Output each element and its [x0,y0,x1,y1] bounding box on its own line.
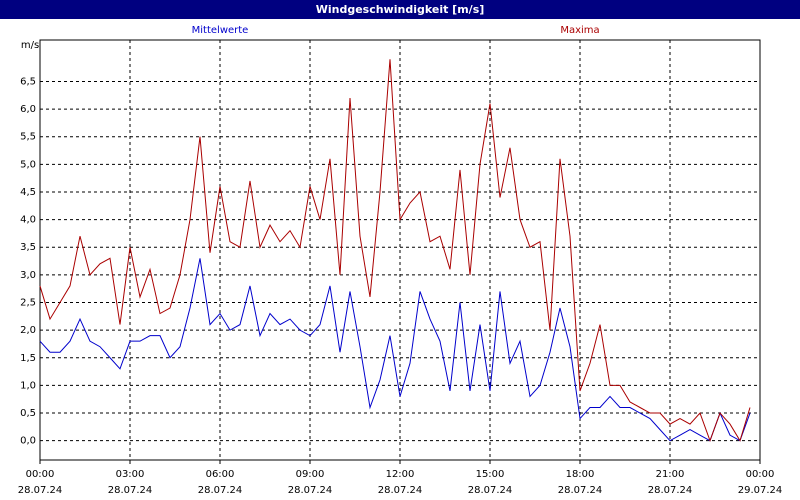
y-tick-label: 5,5 [20,132,36,143]
x-tick-date: 28.07.24 [198,485,243,496]
title-bar [0,0,800,19]
x-tick-date: 28.07.24 [648,485,693,496]
x-tick-label: 03:00 [116,469,145,480]
x-tick-date: 28.07.24 [108,485,153,496]
x-tick-label: 09:00 [296,469,325,480]
x-tick-label: 00:00 [26,469,55,480]
y-axis-label: m/s [21,40,39,51]
data-line [39,59,751,443]
y-tick-label: 3,5 [20,242,36,253]
y-tick-label: 0,0 [20,436,36,447]
y-tick-label: 2,0 [20,325,36,336]
y-tick-label: 0,5 [20,408,36,419]
legend-label: Mittelwerte [192,25,249,36]
y-tick-label: 5,0 [20,159,36,170]
y-tick-label: 1,5 [20,353,36,364]
x-tick-date: 28.07.24 [18,485,63,496]
data-line [39,258,751,442]
x-tick-label: 00:00 [746,469,775,480]
x-tick-label: 12:00 [386,469,415,480]
x-tick-date: 29.07.24 [738,485,783,496]
x-tick-date: 28.07.24 [558,485,603,496]
x-tick-label: 18:00 [566,469,595,480]
x-tick-date: 28.07.24 [378,485,423,496]
y-tick-label: 6,0 [20,104,36,115]
legend-label: Maxima [560,25,599,36]
y-tick-label: 2,5 [20,298,36,309]
y-tick-label: 6,5 [20,76,36,87]
x-tick-label: 15:00 [476,469,505,480]
y-tick-label: 3,0 [20,270,36,281]
y-tick-label: 4,0 [20,215,36,226]
chart-title: Windgeschwindigkeit [m/s] [316,3,485,16]
x-tick-label: 06:00 [206,469,235,480]
x-tick-label: 21:00 [656,469,685,480]
y-tick-label: 4,5 [20,187,36,198]
y-tick-label: 1,0 [20,380,36,391]
x-tick-date: 28.07.24 [468,485,513,496]
x-tick-date: 28.07.24 [288,485,333,496]
